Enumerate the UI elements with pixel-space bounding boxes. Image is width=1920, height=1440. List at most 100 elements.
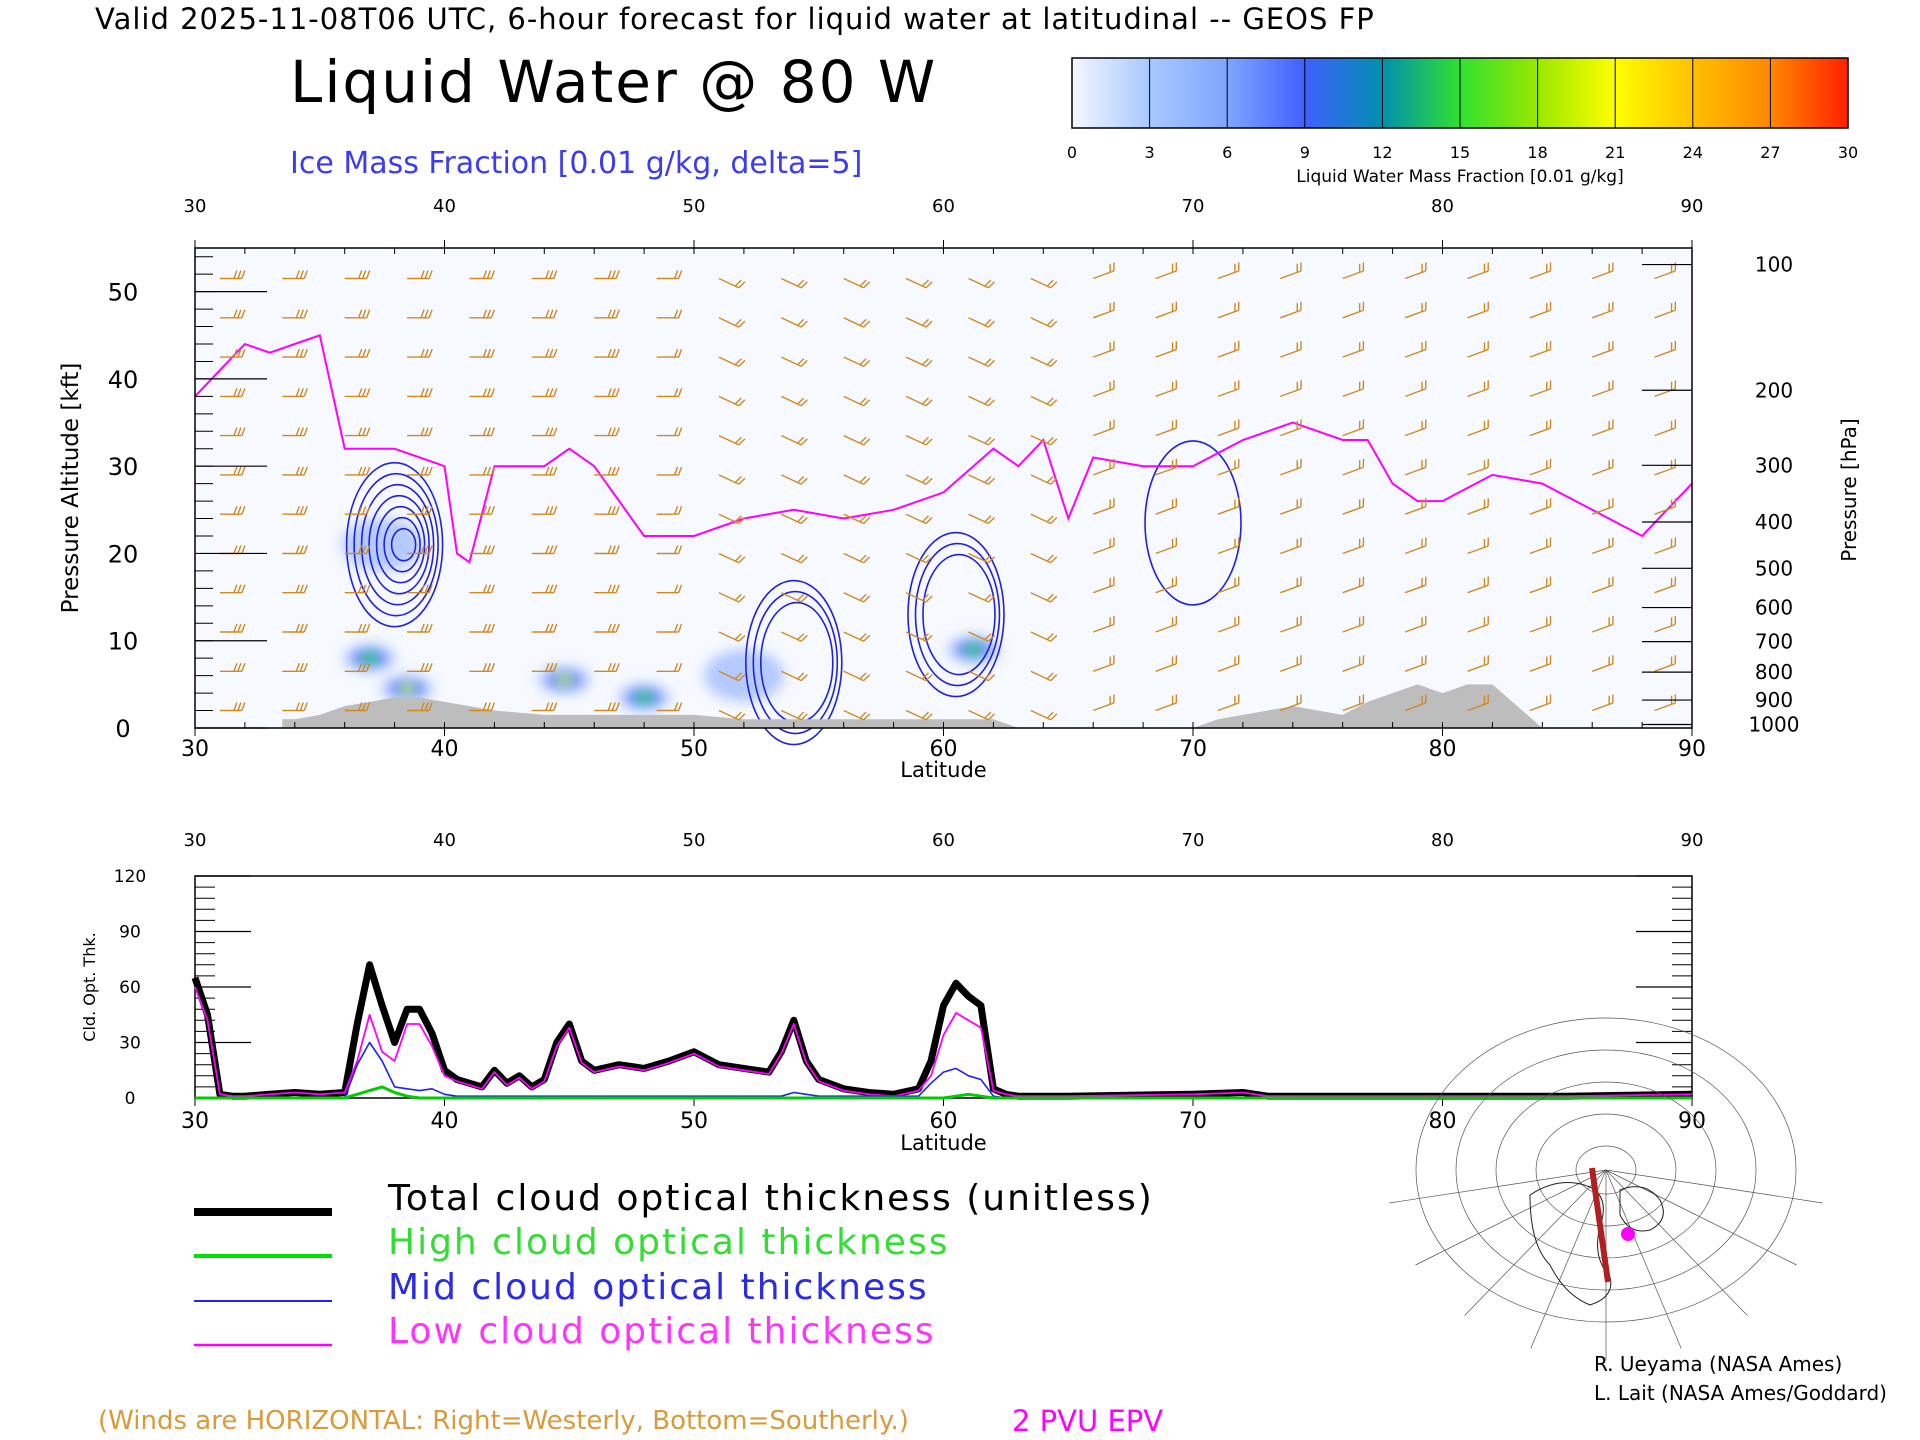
wind-barb [905,434,933,446]
wind-barb [843,709,871,721]
wind-barb [469,427,496,437]
ice-contour [383,516,421,573]
wind-barb [344,545,371,555]
wind-barb [219,505,246,515]
wind-barb [1342,694,1365,712]
pressure-tick-label: 1000 [1749,713,1800,737]
x-tick-label-top: 60 [932,830,955,851]
wind-barb [1280,458,1302,476]
wind-barb [1030,552,1058,564]
wind-barb [905,277,933,289]
wind-barb [843,631,871,642]
wind-barb [1092,301,1115,319]
wind-barb [843,434,871,446]
legend-high-label: High cloud optical thickness [388,1222,950,1263]
wind-barb [656,309,683,319]
wind-barb [1654,537,1677,555]
x-tick-label: 30 [181,1109,209,1134]
wind-barb [407,623,433,633]
wind-barb [1280,655,1302,672]
wind-barb [407,427,433,437]
wind-barb [1030,356,1058,368]
map-meridian [1605,1169,1823,1204]
wind-barb [1092,615,1115,633]
y-tick-label: 30 [119,1034,141,1054]
ice-contour [353,472,439,617]
wind-barb [1529,498,1552,515]
wind-barb [1654,576,1677,594]
wind-barb [469,623,496,633]
wind-barb [781,356,808,368]
x-tick-label: 80 [1429,737,1457,762]
wind-barb [1092,419,1115,437]
ice-mass-fraction-label: Ice Mass Fraction [0.01 g/kg, delta=5] [290,146,863,181]
colorbar-tick-label: 3 [1145,143,1155,162]
wind-barb [469,545,496,555]
wind-barb [282,270,308,280]
wind-barb [718,474,746,485]
x-tick-label-top: 80 [1431,830,1454,851]
wind-barb [1155,341,1178,358]
legend-low-label: Low cloud optical thickness [388,1311,936,1352]
wind-barb [1467,341,1489,358]
wind-barb [282,623,308,633]
wind-barb [1030,434,1058,446]
pressure-tick-label: 200 [1755,378,1793,402]
wind-barb [1342,655,1365,672]
wind-barb [531,388,558,398]
ice-contour [922,553,996,676]
wind-barb [1467,498,1489,515]
wind-barb [1467,615,1489,633]
wind-barb [282,466,308,476]
wind-barb [1342,301,1365,319]
wind-barb [1342,341,1365,358]
wind-barb [1654,498,1677,515]
y-tick-label: 90 [119,923,141,943]
wind-barb [469,388,496,398]
wind-barb [781,277,808,289]
wind-barb [1280,380,1302,398]
wind-barb [469,702,496,712]
x-tick-label-top: 60 [932,196,955,217]
wind-barb [1155,262,1178,280]
wind-barb [407,505,433,515]
x-tick-label-top: 50 [683,196,706,217]
wind-barb [1092,341,1115,358]
wind-barb [531,505,558,515]
wind-barb [1030,277,1058,289]
wind-barb [344,466,371,476]
optical-thickness-panel: 0 30 60 90 120 30 30 40 40 50 50 60 60 70 70 80 80 90 90 La… [80,830,1706,1155]
wind-barb [219,348,246,358]
wind-barb [1155,694,1178,712]
wind-barb [1030,670,1058,682]
wind-barb [1217,380,1240,398]
x-tick-label-top: 70 [1182,196,1205,217]
wind-barb [1529,341,1552,358]
wind-barb [469,466,496,476]
ice-contour [907,531,1005,698]
header-line: Valid 2025-11-08T06 UTC, 6-hour forecast… [95,2,1375,36]
pressure-tick-label: 700 [1755,630,1793,654]
y-tick-label: 50 [108,279,139,307]
wind-barb [407,388,433,398]
wind-barb [282,663,308,672]
wind-barb [594,427,620,437]
wind-barb [1591,301,1614,319]
wind-barb [781,670,808,682]
wind-barb [1217,419,1240,437]
colorbar-tick-label: 6 [1222,143,1232,162]
wind-barb [1591,615,1614,633]
wind-barb [905,317,933,328]
plot-frame [194,875,1693,1099]
x-tick-label: 40 [431,1109,459,1134]
map-track [1589,1167,1611,1283]
wind-barb [344,309,371,319]
wind-barb [1342,458,1365,476]
wind-barb [282,505,308,515]
ice-contour [390,527,417,562]
wind-barb [1030,513,1058,525]
credit-ueyama: R. Ueyama (NASA Ames) [1594,1352,1843,1376]
wind-barb [1155,655,1178,672]
wind-barb [905,592,933,603]
series-line-high [195,1085,1692,1100]
